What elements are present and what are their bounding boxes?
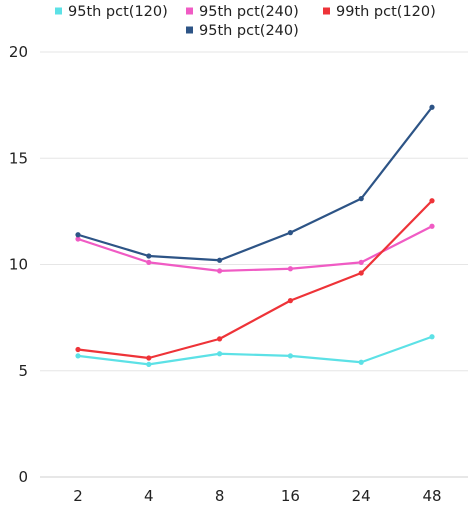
y-tick-label: 20	[9, 43, 28, 61]
data-point	[146, 259, 152, 265]
data-point	[287, 266, 293, 272]
y-tick-label: 15	[9, 149, 28, 167]
data-point	[146, 361, 152, 367]
series-line	[76, 199, 434, 360]
series-3	[75, 198, 435, 361]
legend-swatch	[55, 7, 62, 15]
x-tick-label: 8	[215, 487, 225, 505]
x-tick-label: 24	[352, 487, 371, 505]
data-point	[217, 257, 223, 263]
x-tick-label: 16	[281, 487, 300, 505]
data-point	[287, 298, 293, 304]
series-1	[75, 334, 435, 367]
data-point	[429, 104, 435, 110]
legend: 95th pct(120) 95th pct(240) 99th pct(120) 9…	[55, 4, 436, 39]
legend-item: 95th pct(240)	[186, 4, 299, 20]
data-point	[217, 336, 223, 342]
x-tick-label: 4	[144, 487, 154, 505]
data-point	[75, 232, 81, 238]
series-4	[75, 104, 435, 263]
series-2	[75, 223, 435, 274]
legend-item: 99th pct(120)	[323, 4, 436, 20]
series-line	[76, 106, 434, 262]
legend-label: 95th pct(120)	[68, 4, 168, 20]
gridlines	[40, 51, 468, 478]
y-tick-label: 0	[18, 468, 28, 486]
data-point	[429, 223, 435, 229]
legend-label: 95th pct(240)	[199, 23, 299, 39]
data-point	[358, 196, 364, 202]
x-axis-tick-labels: 2 4 8 16 24 48	[73, 487, 441, 505]
data-point	[75, 353, 81, 359]
data-point	[217, 351, 223, 357]
data-point	[358, 359, 364, 365]
legend-item: 95th pct(240)	[186, 23, 299, 39]
legend-swatch	[186, 26, 193, 34]
y-axis-tick-labels: 0 5 10 15 20	[9, 43, 28, 486]
data-point	[287, 353, 293, 359]
legend-label: 95th pct(240)	[199, 4, 299, 20]
legend-swatch	[323, 7, 330, 15]
x-tick-label: 48	[422, 487, 441, 505]
y-tick-label: 5	[18, 362, 28, 380]
data-point	[217, 268, 223, 274]
data-point	[358, 259, 364, 265]
legend-label: 99th pct(120)	[336, 4, 436, 20]
series-lines	[75, 104, 435, 367]
data-point	[146, 253, 152, 259]
y-tick-label: 10	[9, 256, 28, 274]
series-line	[76, 225, 434, 272]
data-point	[146, 355, 152, 361]
data-point	[358, 270, 364, 276]
data-point	[429, 198, 435, 204]
data-point	[287, 230, 293, 236]
data-point	[75, 346, 81, 353]
x-tick-label: 2	[73, 487, 83, 505]
legend-item: 95th pct(120)	[55, 4, 168, 20]
series-line	[76, 335, 434, 366]
data-point	[75, 236, 81, 242]
legend-swatch	[186, 7, 193, 15]
data-point	[429, 334, 435, 340]
